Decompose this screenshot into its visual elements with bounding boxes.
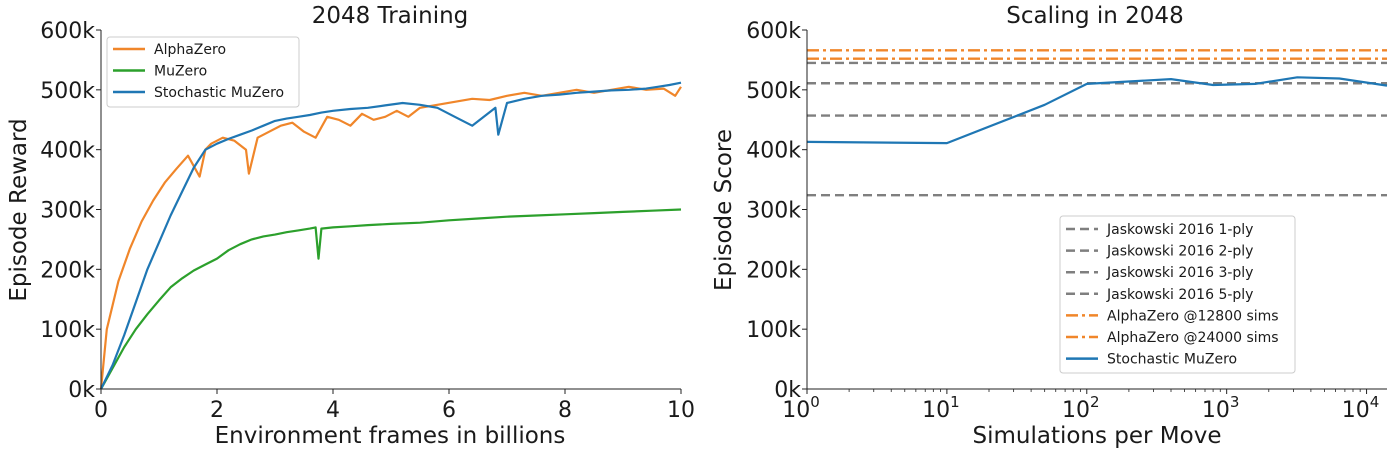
- left-chart-title: 2048 Training: [312, 3, 469, 29]
- left-series-line-stochastic-muzero: [100, 81, 682, 390]
- right-axes-layer: 100 101 102 103 1040k100k200k300k400k500k600…: [746, 19, 1387, 423]
- right-legend-label-alphazero-24000-sims: AlphaZero @24000 sims: [1107, 330, 1279, 346]
- left-legend: AlphaZero MuZero Stochastic MuZero: [106, 36, 300, 108]
- left-x-tick-label: 8: [558, 398, 572, 423]
- right-y-tick-label: 300k: [746, 199, 801, 224]
- right-legend-label-jaskowski-2016-1-ply: Jaskowski 2016 1-ply: [1106, 222, 1253, 238]
- left-x-tick-label: 4: [326, 398, 340, 423]
- right-legend-label-stochastic-muzero: Stochastic MuZero: [1107, 352, 1237, 368]
- left-legend-box: [106, 36, 300, 108]
- left-series-layer: [99, 81, 682, 390]
- left-series-line-alphazero: [99, 85, 682, 390]
- right-x-tick-label: 103: [1202, 393, 1240, 423]
- left-y-tick-label: 0k: [68, 378, 95, 403]
- left-legend-label-muzero: MuZero: [154, 64, 207, 80]
- left-x-tick-label: 10: [667, 398, 695, 423]
- left-chart: 2048 Training Environment frames in bill…: [6, 3, 695, 449]
- right-x-tick-label: 101: [922, 393, 960, 423]
- right-y-tick-label: 0k: [774, 378, 801, 403]
- right-y-tick-label: 600k: [746, 19, 801, 44]
- left-series-line-muzero: [100, 208, 682, 390]
- right-legend-label-alphazero-12800-sims: AlphaZero @12800 sims: [1107, 308, 1279, 324]
- right-legend-label-jaskowski-2016-3-ply: Jaskowski 2016 3-ply: [1106, 265, 1253, 281]
- left-y-tick-label: 200k: [40, 258, 95, 283]
- left-legend-label-stochastic-muzero: Stochastic MuZero: [154, 85, 284, 101]
- left-y-tick-label: 100k: [40, 318, 95, 343]
- right-y-tick-label: 400k: [746, 139, 801, 164]
- left-x-axis-label: Environment frames in billions: [215, 423, 566, 449]
- right-y-tick-label: 200k: [746, 258, 801, 283]
- left-y-tick-label: 600k: [40, 19, 95, 44]
- left-y-axis-label: Episode Reward: [6, 118, 32, 301]
- left-x-tick-label: 6: [442, 398, 456, 423]
- right-chart-title: Scaling in 2048: [1006, 3, 1183, 29]
- right-legend-box: [1059, 215, 1296, 374]
- right-y-axis-label: Episode Score: [711, 129, 737, 291]
- right-y-tick-label: 100k: [746, 318, 801, 343]
- left-x-tick-label: 2: [210, 398, 224, 423]
- right-legend-label-jaskowski-2016-2-ply: Jaskowski 2016 2-ply: [1106, 244, 1253, 260]
- right-series-line-stochastic-muzero: [806, 76, 1388, 145]
- right-legend: Jaskowski 2016 1-ply Jaskowski 2016 2-ply…: [1059, 215, 1296, 374]
- left-y-tick-label: 300k: [40, 199, 95, 224]
- left-y-tick-label: 400k: [40, 139, 95, 164]
- right-chart: Scaling in 2048 Simulations per Move Epi…: [711, 3, 1388, 449]
- right-series-layer: [806, 49, 1388, 197]
- right-legend-label-jaskowski-2016-5-ply: Jaskowski 2016 5-ply: [1106, 287, 1253, 303]
- left-y-tick-label: 500k: [40, 79, 95, 104]
- right-x-tick-label: 102: [1062, 393, 1100, 423]
- left-legend-label-alphazero: AlphaZero: [154, 42, 226, 58]
- right-y-tick-label: 500k: [746, 79, 801, 104]
- left-x-tick-label: 0: [94, 398, 108, 423]
- right-x-axis-label: Simulations per Move: [972, 423, 1221, 449]
- right-x-tick-label: 104: [1342, 393, 1380, 423]
